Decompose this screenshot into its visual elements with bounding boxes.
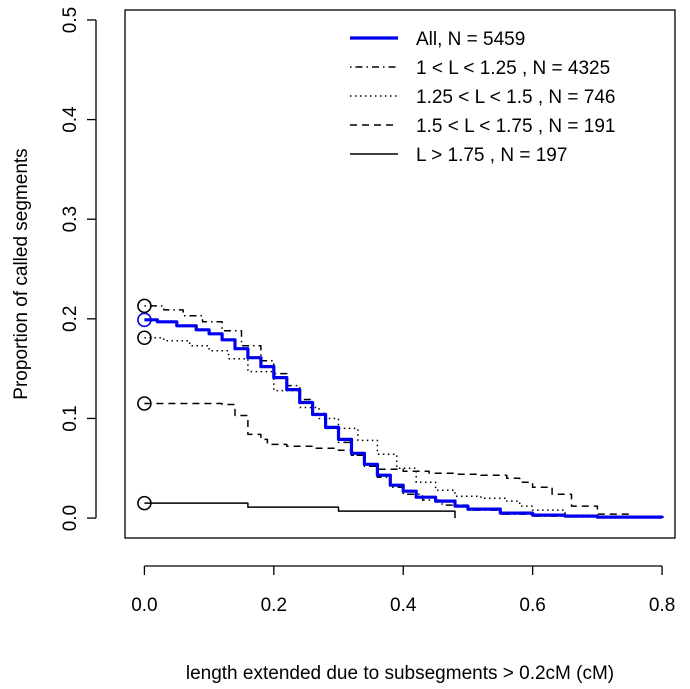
x-axis-title: length extended due to subsegments > 0.2… xyxy=(186,663,614,684)
legend-label-2: 1.25 < L < 1.5 , N = 746 xyxy=(416,87,615,108)
y-tick-label: 0.1 xyxy=(60,405,81,431)
legend-label-4: L > 1.75 , N = 197 xyxy=(416,145,567,166)
x-tick-label: 0.4 xyxy=(390,595,417,616)
start-point-marker-3 xyxy=(137,396,152,411)
series-line-0 xyxy=(144,318,664,519)
start-markers xyxy=(137,298,152,511)
x-tick-label: 0.6 xyxy=(519,595,545,616)
plot-frame xyxy=(124,9,676,539)
y-axis-title: Proportion of called segments xyxy=(11,148,32,399)
start-point-marker-2 xyxy=(137,330,152,346)
y-tick-label: 0.2 xyxy=(60,306,81,332)
legend: All, N = 5459 1 < L < 1.25 , N = 4325 1.25… xyxy=(350,29,615,166)
y-tick-label: 0.3 xyxy=(60,206,81,232)
x-tick-label: 0.2 xyxy=(261,595,287,616)
series-line-1 xyxy=(144,305,663,519)
series-layer xyxy=(144,305,664,519)
start-point-marker-4 xyxy=(137,495,152,511)
plot-area xyxy=(124,9,676,539)
legend-label-3: 1.5 < L < 1.75 , N = 191 xyxy=(416,116,615,137)
start-point-marker-0 xyxy=(137,312,152,328)
series-line-4 xyxy=(144,502,456,519)
axes: 0.0 0.2 0.4 0.6 0.8 0.0 0.1 0.2 0.3 0.4 0.5 length … xyxy=(11,7,675,684)
legend-label-0: All, N = 5459 xyxy=(416,29,525,50)
start-point-marker-1 xyxy=(137,298,152,314)
series-line-3 xyxy=(144,402,663,519)
x-tick-label: 0.8 xyxy=(649,595,675,616)
legend-label-1: 1 < L < 1.25 , N = 4325 xyxy=(416,58,610,79)
y-tick-label: 0.5 xyxy=(60,7,81,33)
x-tick-label: 0.0 xyxy=(131,595,157,616)
y-tick-label: 0.4 xyxy=(60,106,81,133)
y-tick-label: 0.0 xyxy=(60,505,81,531)
